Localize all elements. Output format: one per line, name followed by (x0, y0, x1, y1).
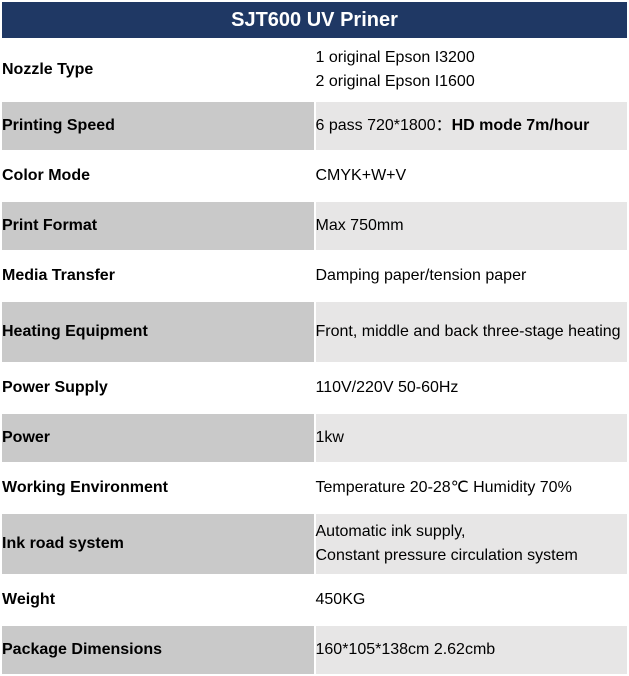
spec-value: Automatic ink supply,Constant pressure c… (315, 513, 629, 575)
spec-value-line: Constant pressure circulation system (316, 544, 628, 568)
spec-label: Power Supply (1, 363, 315, 413)
spec-label: Printing Speed (1, 101, 315, 151)
spec-row: Power Supply110V/220V 50-60Hz (1, 363, 628, 413)
spec-label: Heating Equipment (1, 301, 315, 363)
spec-label: Ink road system (1, 513, 315, 575)
spec-label: Nozzle Type (1, 39, 315, 101)
spec-row: Heating EquipmentFront, middle and back … (1, 301, 628, 363)
spec-label: Print Format (1, 201, 315, 251)
spec-value-bold: HD mode 7m/hour (452, 117, 590, 134)
spec-value: 6 pass 720*1800：HD mode 7m/hour (315, 101, 629, 151)
spec-row: Nozzle Type1 original Epson I32002 origi… (1, 39, 628, 101)
spec-value: 1 original Epson I32002 original Epson I… (315, 39, 629, 101)
spec-label: Package Dimensions (1, 625, 315, 675)
spec-row: Working EnvironmentTemperature 20-28℃ Hu… (1, 463, 628, 513)
spec-label: Media Transfer (1, 251, 315, 301)
table-title: SJT600 UV Priner (1, 1, 628, 39)
spec-row: Media TransferDamping paper/tension pape… (1, 251, 628, 301)
spec-row: Weight450KG (1, 575, 628, 625)
spec-value: Damping paper/tension paper (315, 251, 629, 301)
spec-row: Print FormatMax 750mm (1, 201, 628, 251)
spec-table: SJT600 UV Priner Nozzle Type1 original E… (0, 0, 629, 676)
spec-value: 110V/220V 50-60Hz (315, 363, 629, 413)
spec-label: Working Environment (1, 463, 315, 513)
spec-row: Color ModeCMYK+W+V (1, 151, 628, 201)
spec-value: Temperature 20-28℃ Humidity 70% (315, 463, 629, 513)
spec-row: Package Dimensions160*105*138cm 2.62cmb (1, 625, 628, 675)
spec-value-line: 1 original Epson I3200 (316, 46, 628, 70)
spec-value-line: Automatic ink supply, (316, 520, 628, 544)
spec-label: Weight (1, 575, 315, 625)
spec-value: Front, middle and back three-stage heati… (315, 301, 629, 363)
spec-row: Power1kw (1, 413, 628, 463)
spec-value: 450KG (315, 575, 629, 625)
spec-value: CMYK+W+V (315, 151, 629, 201)
title-row: SJT600 UV Priner (1, 1, 628, 39)
spec-value: 1kw (315, 413, 629, 463)
spec-row: Ink road systemAutomatic ink supply,Cons… (1, 513, 628, 575)
spec-row: Printing Speed6 pass 720*1800：HD mode 7m… (1, 101, 628, 151)
spec-label: Power (1, 413, 315, 463)
spec-value-prefix: 6 pass 720*1800： (316, 117, 452, 134)
spec-value: Max 750mm (315, 201, 629, 251)
spec-label: Color Mode (1, 151, 315, 201)
spec-value: 160*105*138cm 2.62cmb (315, 625, 629, 675)
spec-value-line: 2 original Epson I1600 (316, 70, 628, 94)
